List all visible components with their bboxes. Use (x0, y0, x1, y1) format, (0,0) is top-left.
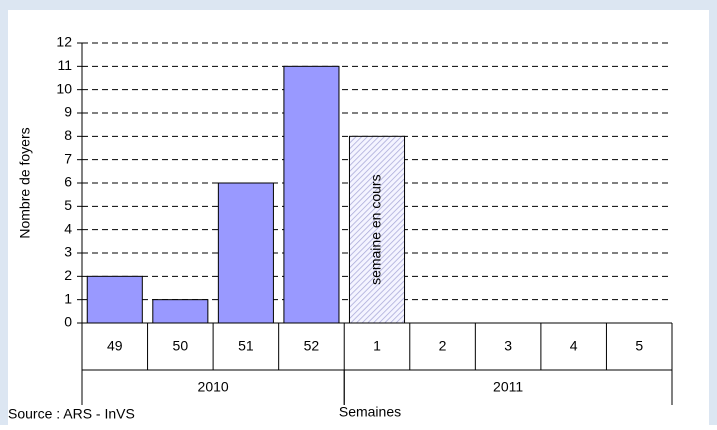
y-tick-label: 4 (64, 220, 72, 236)
x-tick-label: 2 (439, 338, 447, 354)
y-tick-label: 3 (64, 244, 72, 260)
x-tick-label: 49 (107, 338, 123, 354)
source: Source : ARS - InVS (8, 406, 135, 422)
y-tick-label: 2 (64, 267, 72, 283)
bar (348, 135, 406, 324)
x-tick-label: 3 (504, 338, 512, 354)
y-tick-label: 12 (56, 34, 72, 50)
y-tick-label: 6 (64, 174, 72, 190)
x-axis-label: Semaines (339, 404, 401, 420)
bar (152, 299, 209, 324)
y-tick-label: 11 (57, 57, 72, 73)
group-label: 2010 (198, 379, 229, 395)
bar (283, 65, 340, 324)
x-tick-label: 4 (570, 338, 578, 354)
x-tick-label: 1 (373, 338, 381, 354)
x-tick-label: 52 (304, 338, 320, 354)
y-tick-label: 0 (64, 314, 72, 330)
y-axis-label: Nombre de foyers (17, 127, 33, 238)
x-tick-label: 51 (238, 338, 254, 354)
y-tick-label: 1 (64, 290, 72, 306)
y-tick-label: 5 (64, 197, 72, 213)
x-tick-label: 5 (635, 338, 643, 354)
group-label: 2011 (493, 379, 523, 395)
bar (86, 275, 143, 324)
y-tick-label: 7 (64, 150, 72, 166)
y-tick-label: 10 (56, 80, 72, 96)
y-tick-label: 8 (64, 127, 72, 143)
annotation: semaine en cours (368, 174, 384, 285)
x-tick-label: 50 (173, 338, 189, 354)
y-tick-label: 9 (64, 104, 72, 120)
bar (217, 182, 274, 324)
